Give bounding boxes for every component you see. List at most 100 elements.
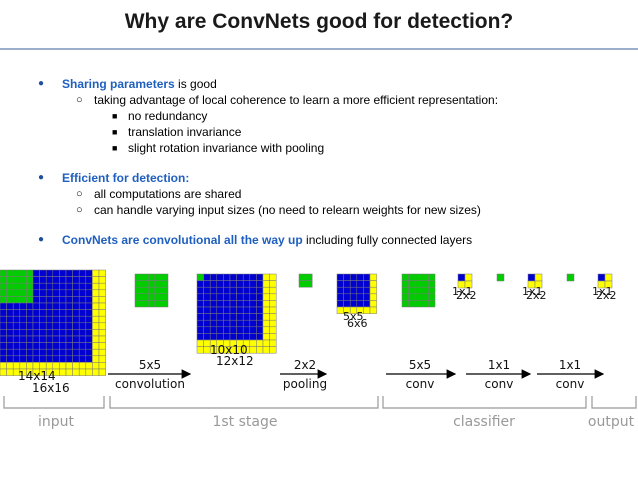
grid-cell bbox=[45, 348, 54, 357]
grid-cell bbox=[229, 273, 237, 281]
out-size-outer: 2x2 bbox=[456, 289, 477, 302]
grid-cell bbox=[52, 296, 60, 304]
grid-cell bbox=[236, 319, 244, 328]
grid-cell bbox=[65, 322, 73, 330]
group-label: output bbox=[588, 414, 635, 430]
grid-cell bbox=[249, 293, 257, 301]
grid-cell bbox=[85, 269, 93, 277]
grid-cell bbox=[269, 300, 277, 308]
grid-cell bbox=[154, 273, 162, 281]
grid-cell bbox=[527, 273, 536, 282]
grid-cell bbox=[196, 286, 204, 295]
grid-cell bbox=[229, 333, 237, 341]
grid-cell bbox=[196, 306, 204, 314]
grid-cell bbox=[52, 289, 60, 297]
grid-cell bbox=[6, 289, 14, 297]
grid-cell bbox=[414, 293, 423, 301]
grid-cell bbox=[92, 315, 100, 324]
grid-cell bbox=[98, 302, 106, 310]
slide-title: Why are ConvNets good for detection? bbox=[124, 10, 514, 33]
grid-cell bbox=[72, 348, 80, 357]
stage1-size-inner: 10x10 bbox=[210, 343, 248, 357]
grid-cell bbox=[72, 282, 80, 291]
grid-cell bbox=[0, 302, 7, 310]
grid-cell bbox=[363, 293, 371, 301]
grid-cell bbox=[52, 276, 60, 284]
grid-cell bbox=[19, 322, 27, 330]
grid-cell bbox=[12, 309, 21, 317]
grid-cell bbox=[59, 296, 67, 304]
grid-cell bbox=[39, 276, 47, 284]
grid-cell bbox=[6, 342, 14, 350]
bullet-efficient-detection: Efficient for detection: bbox=[38, 170, 498, 186]
grid-cell bbox=[12, 362, 21, 370]
pool-size-outer: 6x6 bbox=[347, 317, 368, 330]
grid-cell bbox=[209, 333, 218, 341]
grid-cell bbox=[256, 326, 264, 334]
grid-cell bbox=[408, 280, 416, 288]
grid-cell bbox=[92, 309, 100, 317]
grid-cell bbox=[0, 309, 7, 317]
grid-cell bbox=[262, 286, 270, 295]
grid-cell bbox=[249, 339, 257, 347]
grid-cell bbox=[72, 302, 80, 310]
grid-cell bbox=[6, 348, 14, 357]
grid-cell bbox=[78, 348, 87, 357]
sub-bullet: can handle varying input sizes (no need … bbox=[38, 202, 498, 218]
grid-cell bbox=[65, 289, 73, 297]
grid-cell bbox=[196, 326, 204, 334]
grid-cell bbox=[65, 276, 73, 284]
op-name: conv bbox=[556, 377, 585, 391]
grid-cell bbox=[85, 322, 93, 330]
grid-cell bbox=[12, 269, 21, 277]
grid-cell bbox=[78, 302, 87, 310]
sub-sub-bullet: translation invariance bbox=[38, 124, 498, 140]
grid-cell bbox=[92, 289, 100, 297]
grid-cell bbox=[72, 368, 80, 376]
grid-cell bbox=[203, 273, 211, 281]
grid-cell bbox=[203, 319, 211, 328]
grid-cell bbox=[0, 335, 7, 343]
grid-cell bbox=[19, 335, 27, 343]
grid-cell bbox=[12, 296, 21, 304]
grid-cell bbox=[78, 355, 87, 363]
grid-cell bbox=[52, 315, 60, 324]
grid-cell bbox=[59, 302, 67, 310]
pool-kernel-grid bbox=[298, 273, 313, 288]
group-bracket bbox=[109, 396, 379, 409]
grid-cell bbox=[32, 335, 40, 343]
grid-cell bbox=[72, 342, 80, 350]
grid-cell bbox=[421, 286, 429, 295]
bullet-highlight: Efficient for detection: bbox=[62, 171, 190, 185]
grid-cell bbox=[229, 313, 237, 321]
grid-cell bbox=[249, 333, 257, 341]
grid-cell bbox=[32, 348, 40, 357]
grid-cell bbox=[0, 368, 7, 376]
grid-cell bbox=[242, 306, 251, 314]
grid-cell bbox=[32, 315, 40, 324]
bullet-list: Sharing parameters is good taking advant… bbox=[38, 76, 498, 248]
grid-cell bbox=[72, 315, 80, 324]
grid-cell bbox=[0, 342, 7, 350]
kernel-1x1-a bbox=[496, 273, 505, 282]
grid-cell bbox=[349, 293, 358, 301]
grid-cell bbox=[59, 362, 67, 370]
grid-cell bbox=[12, 315, 21, 324]
grid-cell bbox=[256, 293, 264, 301]
grid-cell bbox=[12, 276, 21, 284]
grid-cell bbox=[6, 355, 14, 363]
grid-cell bbox=[26, 289, 34, 297]
bullet-convolutional: ConvNets are convolutional all the way u… bbox=[38, 232, 498, 248]
grid-cell bbox=[262, 319, 270, 328]
grid-cell bbox=[414, 280, 423, 288]
grid-cell bbox=[26, 322, 34, 330]
grid-cell bbox=[349, 300, 358, 308]
grid-cell bbox=[464, 273, 473, 282]
grid-cell bbox=[59, 309, 67, 317]
grid-cell bbox=[134, 286, 142, 295]
grid-cell bbox=[356, 293, 364, 301]
grid-cell bbox=[216, 326, 224, 334]
grid-cell bbox=[401, 300, 409, 308]
grid-cell bbox=[209, 313, 218, 321]
grid-cell bbox=[336, 273, 344, 281]
